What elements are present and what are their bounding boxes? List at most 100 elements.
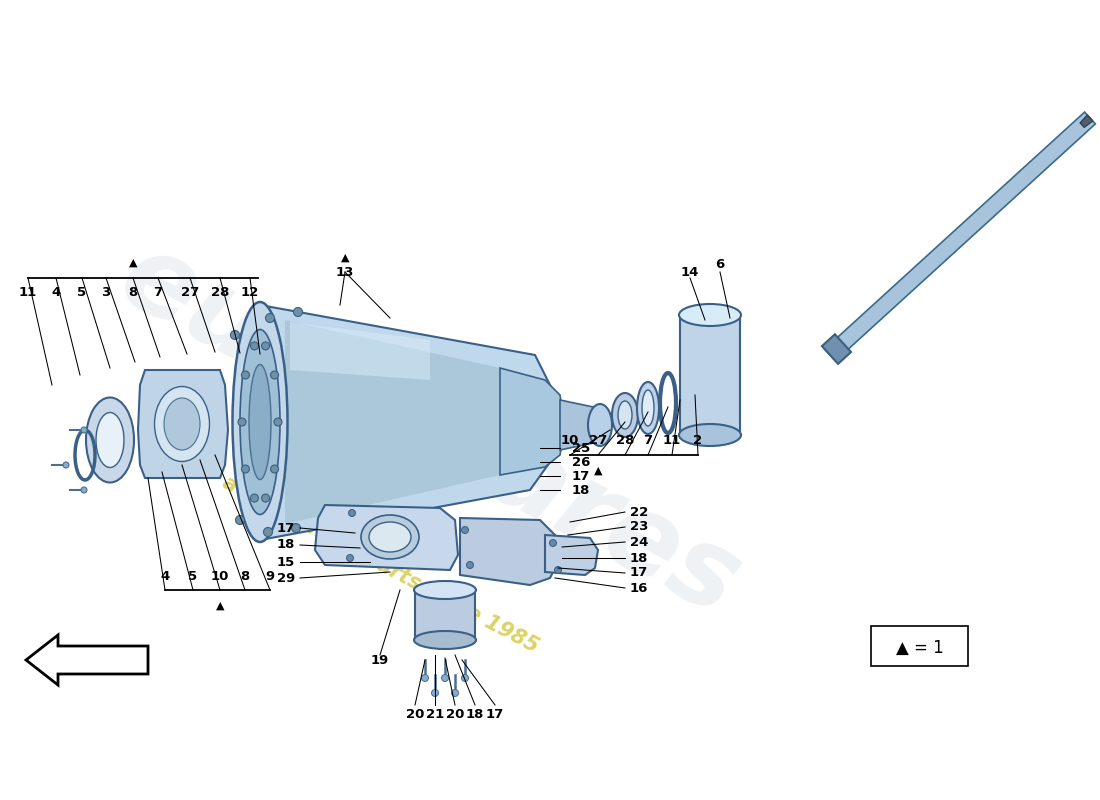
Circle shape	[241, 465, 250, 473]
Ellipse shape	[414, 631, 476, 649]
Text: 20: 20	[446, 709, 464, 722]
Text: 18: 18	[276, 538, 295, 551]
Ellipse shape	[637, 382, 659, 434]
Polygon shape	[500, 368, 565, 475]
Text: 25: 25	[572, 442, 591, 454]
Ellipse shape	[588, 404, 612, 446]
Polygon shape	[822, 334, 851, 364]
FancyBboxPatch shape	[871, 626, 968, 666]
Polygon shape	[560, 400, 600, 450]
Circle shape	[294, 307, 302, 317]
Text: 7: 7	[153, 286, 163, 298]
Circle shape	[550, 539, 557, 546]
Circle shape	[251, 494, 258, 502]
Ellipse shape	[86, 398, 134, 482]
Circle shape	[251, 342, 258, 350]
Text: 28: 28	[616, 434, 635, 447]
Circle shape	[431, 690, 439, 697]
Polygon shape	[315, 505, 458, 570]
Text: ▲ = 1: ▲ = 1	[896, 639, 944, 657]
Text: 18: 18	[465, 709, 484, 722]
Text: 17: 17	[630, 566, 648, 579]
Ellipse shape	[96, 413, 124, 467]
Text: 19: 19	[371, 654, 389, 666]
Text: 8: 8	[241, 570, 250, 582]
Text: ▲: ▲	[341, 253, 350, 263]
Circle shape	[271, 371, 278, 379]
Ellipse shape	[414, 581, 476, 599]
Ellipse shape	[368, 522, 411, 552]
Polygon shape	[138, 370, 228, 478]
Text: 17: 17	[572, 470, 591, 482]
Text: 22: 22	[630, 506, 648, 518]
Polygon shape	[544, 535, 598, 575]
Text: 18: 18	[572, 483, 591, 497]
Circle shape	[81, 427, 87, 433]
Text: ▲: ▲	[129, 258, 138, 268]
Text: 15: 15	[277, 555, 295, 569]
Text: 18: 18	[630, 551, 648, 565]
Circle shape	[462, 526, 469, 534]
Text: ▲: ▲	[216, 601, 224, 611]
Circle shape	[231, 330, 240, 339]
Text: 23: 23	[630, 521, 648, 534]
Text: 4: 4	[52, 286, 60, 298]
Polygon shape	[290, 322, 430, 380]
Polygon shape	[260, 305, 560, 540]
Ellipse shape	[618, 401, 632, 429]
Text: 16: 16	[630, 582, 648, 594]
Text: 10: 10	[561, 434, 580, 447]
Text: 12: 12	[241, 286, 260, 298]
Ellipse shape	[154, 386, 209, 462]
Ellipse shape	[361, 515, 419, 559]
Text: 10: 10	[211, 570, 229, 582]
Circle shape	[466, 562, 473, 569]
Text: 29: 29	[277, 571, 295, 585]
Polygon shape	[1080, 115, 1092, 127]
Text: 21: 21	[426, 709, 444, 722]
Text: ▲: ▲	[594, 466, 603, 476]
Text: 13: 13	[336, 266, 354, 278]
Text: 24: 24	[630, 535, 648, 549]
Ellipse shape	[240, 330, 280, 514]
Circle shape	[274, 418, 282, 426]
Text: 17: 17	[277, 522, 295, 534]
Text: 3: 3	[101, 286, 111, 298]
Text: 26: 26	[572, 455, 591, 469]
Circle shape	[554, 566, 561, 574]
Circle shape	[262, 342, 270, 350]
Circle shape	[346, 554, 353, 562]
Ellipse shape	[232, 302, 287, 542]
Circle shape	[292, 523, 300, 533]
Text: 4: 4	[161, 570, 169, 582]
Text: 5: 5	[188, 570, 198, 582]
Circle shape	[441, 674, 449, 682]
Circle shape	[238, 418, 246, 426]
Circle shape	[421, 674, 429, 682]
Text: 27: 27	[588, 434, 607, 447]
Text: 27: 27	[180, 286, 199, 298]
Text: a passion for parts since 1985: a passion for parts since 1985	[219, 473, 541, 657]
Circle shape	[81, 487, 87, 493]
Circle shape	[241, 371, 250, 379]
Text: 14: 14	[681, 266, 700, 278]
Circle shape	[462, 674, 469, 682]
Polygon shape	[285, 320, 530, 524]
Circle shape	[451, 690, 459, 697]
Text: 9: 9	[265, 570, 275, 582]
Text: 11: 11	[19, 286, 37, 298]
Text: 5: 5	[77, 286, 87, 298]
Ellipse shape	[642, 390, 654, 426]
Text: 28: 28	[211, 286, 229, 298]
Text: 20: 20	[406, 709, 425, 722]
Circle shape	[235, 515, 244, 525]
FancyArrow shape	[26, 635, 149, 685]
Text: 17: 17	[486, 709, 504, 722]
Circle shape	[265, 314, 275, 322]
Text: 11: 11	[663, 434, 681, 447]
Text: 7: 7	[644, 434, 652, 447]
Text: 6: 6	[715, 258, 725, 271]
Ellipse shape	[679, 304, 741, 326]
Circle shape	[349, 510, 355, 517]
Polygon shape	[460, 518, 558, 585]
